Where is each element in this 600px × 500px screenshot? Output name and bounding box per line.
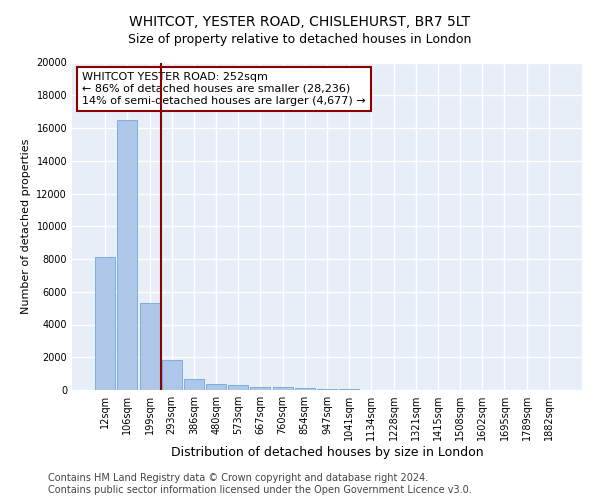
Bar — [184, 380, 204, 390]
Text: Contains HM Land Registry data © Crown copyright and database right 2024.
Contai: Contains HM Land Registry data © Crown c… — [48, 474, 472, 495]
Text: WHITCOT, YESTER ROAD, CHISLEHURST, BR7 5LT: WHITCOT, YESTER ROAD, CHISLEHURST, BR7 5… — [130, 15, 470, 29]
Bar — [250, 386, 271, 390]
Bar — [162, 360, 182, 390]
Bar — [295, 388, 315, 390]
Bar — [95, 258, 115, 390]
Bar — [272, 387, 293, 390]
Bar — [206, 384, 226, 390]
Bar — [339, 389, 359, 390]
X-axis label: Distribution of detached houses by size in London: Distribution of detached houses by size … — [170, 446, 484, 459]
Bar — [118, 120, 137, 390]
Bar — [317, 388, 337, 390]
Y-axis label: Number of detached properties: Number of detached properties — [21, 138, 31, 314]
Text: WHITCOT YESTER ROAD: 252sqm
← 86% of detached houses are smaller (28,236)
14% of: WHITCOT YESTER ROAD: 252sqm ← 86% of det… — [82, 72, 366, 106]
Text: Size of property relative to detached houses in London: Size of property relative to detached ho… — [128, 32, 472, 46]
Bar — [140, 303, 160, 390]
Bar — [228, 386, 248, 390]
